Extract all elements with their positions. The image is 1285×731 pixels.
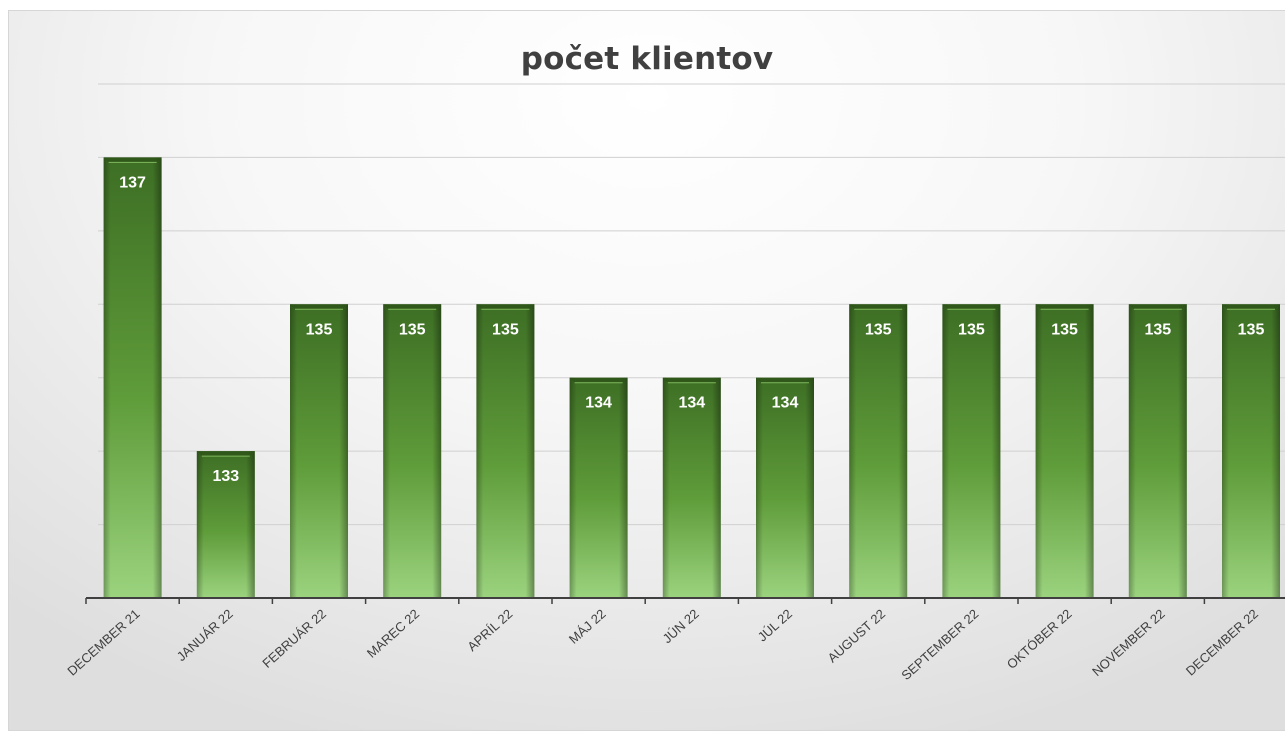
x-tick-label: JANUÁR 22 [174,606,236,664]
chart-area: počet klientov 137 DECEMBER 21 133 JANUÁR 2… [8,10,1285,731]
data-label: 137 [119,174,146,191]
data-label: 135 [1144,321,1171,338]
x-tick-label: SEPTEMBER 22 [898,606,981,683]
data-label: 135 [399,321,426,338]
x-tick-label: APRÍL 22 [464,606,515,654]
bar [290,304,348,598]
x-tick-label: NOVEMBER 22 [1089,606,1168,679]
bar [569,377,628,598]
x-tick-label: JÚL 22 [755,606,795,644]
data-label: 134 [585,395,612,412]
bar [476,304,535,598]
chart-plot: 137 DECEMBER 21 133 JANUÁR 22 135 FEBRUÁR 22 1… [64,83,1285,683]
x-tick-label: JÚN 22 [660,606,702,646]
x-tick-label: FEBRUÁR 22 [259,606,329,671]
x-tick-label: OKTÓBER 22 [1004,606,1075,672]
bar [942,304,1001,598]
x-tick-label: AUGUST 22 [825,606,889,665]
x-tick-label: MAREC 22 [364,606,422,661]
x-tick-label: DECEMBER 21 [64,606,142,679]
x-tick-label: MÁJ 22 [566,606,609,647]
bar [196,451,255,598]
data-label: 134 [678,395,705,412]
bar [662,377,721,598]
data-label: 135 [1238,321,1265,338]
data-label: 135 [958,321,985,338]
bar [1222,304,1280,598]
data-label: 135 [492,321,519,338]
bar [383,304,442,598]
chart-title: počet klientov [520,41,774,77]
data-label: 133 [212,468,239,485]
data-label: 135 [865,321,892,338]
bar [1128,304,1187,598]
bar [103,157,162,598]
data-label: 135 [1051,321,1078,338]
x-tick-label: DECEMBER 22 [1183,606,1261,679]
bar [849,304,908,598]
data-label: 134 [772,395,799,412]
bar [756,377,814,598]
bar [1035,304,1094,598]
data-label: 135 [306,321,333,338]
